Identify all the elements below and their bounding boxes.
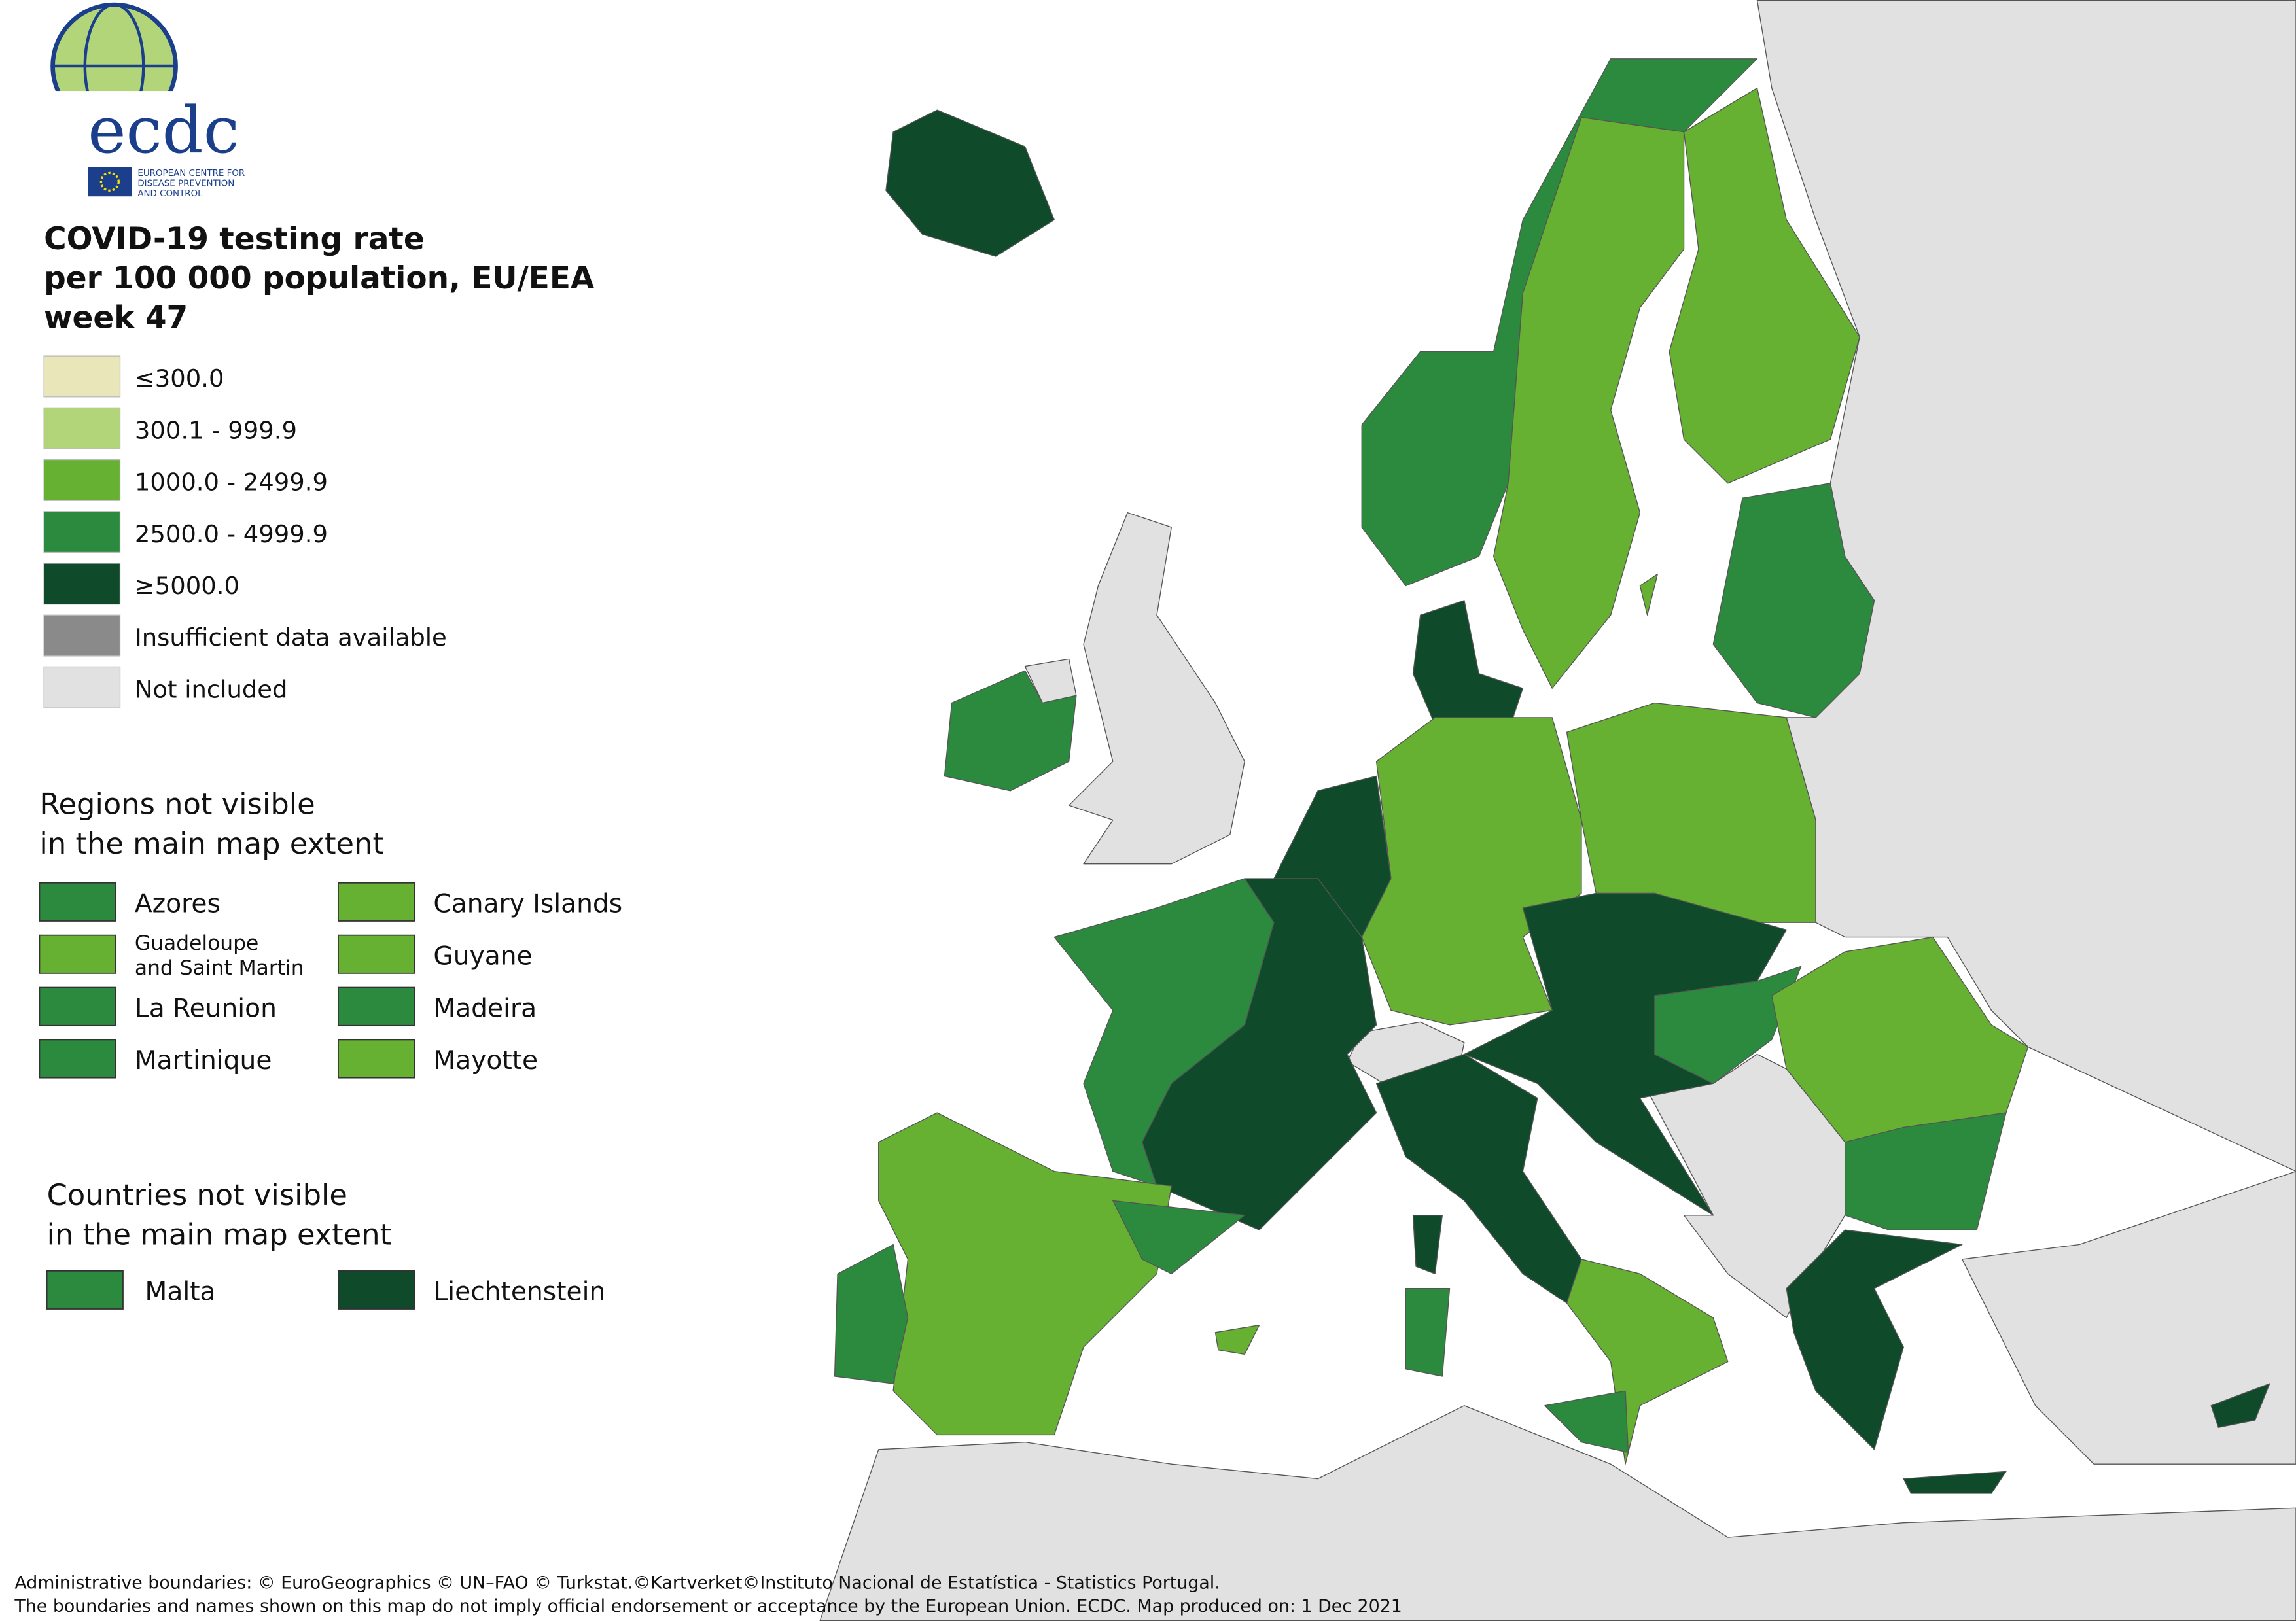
swatch-label: Canary Islands <box>433 890 622 919</box>
map <box>819 0 2296 1621</box>
sweden <box>1492 116 1685 689</box>
swatch <box>39 934 116 974</box>
legend-label: ≥5000.0 <box>135 572 239 600</box>
north-africa <box>819 1405 2296 1621</box>
legend-swatch <box>43 407 121 449</box>
eu-flag <box>88 167 132 197</box>
section-title: in the main map extent <box>39 826 384 861</box>
crete <box>1903 1471 2007 1494</box>
swatch <box>338 1270 415 1310</box>
legend-title: per 100 000 population, EU/EEA <box>44 260 595 296</box>
legend-label: 300.1 - 999.9 <box>135 416 297 444</box>
greece <box>1786 1229 1963 1450</box>
germany <box>1361 717 1582 1026</box>
swatch <box>39 882 116 922</box>
legend-swatch <box>43 614 121 657</box>
legend-label: Insufficient data available <box>135 623 447 652</box>
balearic <box>1214 1324 1260 1355</box>
logo-mask <box>41 91 195 150</box>
eu-stars <box>99 171 120 192</box>
ireland <box>944 670 1077 792</box>
france-east <box>1141 878 1377 1230</box>
uk <box>1068 512 1245 865</box>
swatch <box>39 1039 116 1079</box>
legend-label: Not included <box>135 675 288 703</box>
swatch-label: Madeira <box>433 994 537 1023</box>
swatch <box>338 1039 415 1079</box>
romania <box>1771 936 2029 1143</box>
swatch-label: Azores <box>135 890 221 919</box>
sicily <box>1544 1390 1629 1453</box>
legend-swatch <box>43 459 121 501</box>
logo-line: DISEASE PREVENTION <box>137 179 234 189</box>
logo: ecdc EUROPEAN CENTRE FOR DISEASE PREVENT… <box>41 2 245 199</box>
poland <box>1566 702 1816 923</box>
swatch-label: Guadeloupe <box>135 932 258 955</box>
legend-swatch <box>43 511 121 553</box>
legend-title: week 47 <box>44 300 188 336</box>
spain <box>878 1112 1172 1436</box>
footer-line: The boundaries and names shown on this m… <box>14 1596 1402 1616</box>
legend-label: 1000.0 - 2499.9 <box>135 468 328 497</box>
finland <box>1669 87 1860 484</box>
swatch-label: Guyane <box>433 941 532 971</box>
logo-line: EUROPEAN CENTRE FOR <box>137 169 245 179</box>
legend-swatch <box>43 355 121 398</box>
corsica <box>1412 1215 1443 1274</box>
swatch-label: Liechtenstein <box>433 1278 605 1307</box>
iceland <box>885 109 1055 257</box>
italy-south <box>1566 1259 1729 1465</box>
legend-swatch <box>43 666 121 708</box>
baltics <box>1712 483 1875 718</box>
portugal <box>834 1244 909 1384</box>
swatch <box>338 934 415 974</box>
swatch-label: Malta <box>145 1278 216 1307</box>
legend-label: ≤300.0 <box>135 364 224 392</box>
section-title: Countries not visible <box>47 1177 347 1212</box>
turkey <box>1962 1170 2296 1465</box>
legend-title: COVID-19 testing rate <box>44 221 425 257</box>
section-title: Regions not visible <box>39 787 315 822</box>
hungary <box>1654 966 1802 1085</box>
cyprus <box>2210 1383 2270 1428</box>
logo-line: AND CONTROL <box>137 189 203 199</box>
swatch <box>46 1270 124 1310</box>
legend-swatch <box>43 563 121 605</box>
logo-name: ecdc <box>88 94 239 168</box>
swatch <box>338 882 415 922</box>
section-title: in the main map extent <box>47 1217 392 1252</box>
swatch-label: Martinique <box>135 1046 272 1075</box>
denmark <box>1412 600 1524 733</box>
swatch-label: and Saint Martin <box>135 956 304 980</box>
swatch <box>338 986 415 1026</box>
footer-line: Administrative boundaries: © EuroGeograp… <box>14 1573 1220 1593</box>
gotland <box>1639 573 1658 616</box>
swatch <box>39 986 116 1026</box>
bulgaria <box>1845 1112 2007 1230</box>
swatch-label: La Reunion <box>135 994 277 1023</box>
sardinia <box>1405 1287 1451 1377</box>
catalonia <box>1112 1200 1245 1274</box>
legend-label: 2500.0 - 4999.9 <box>135 520 328 548</box>
swatch-label: Mayotte <box>433 1046 538 1075</box>
